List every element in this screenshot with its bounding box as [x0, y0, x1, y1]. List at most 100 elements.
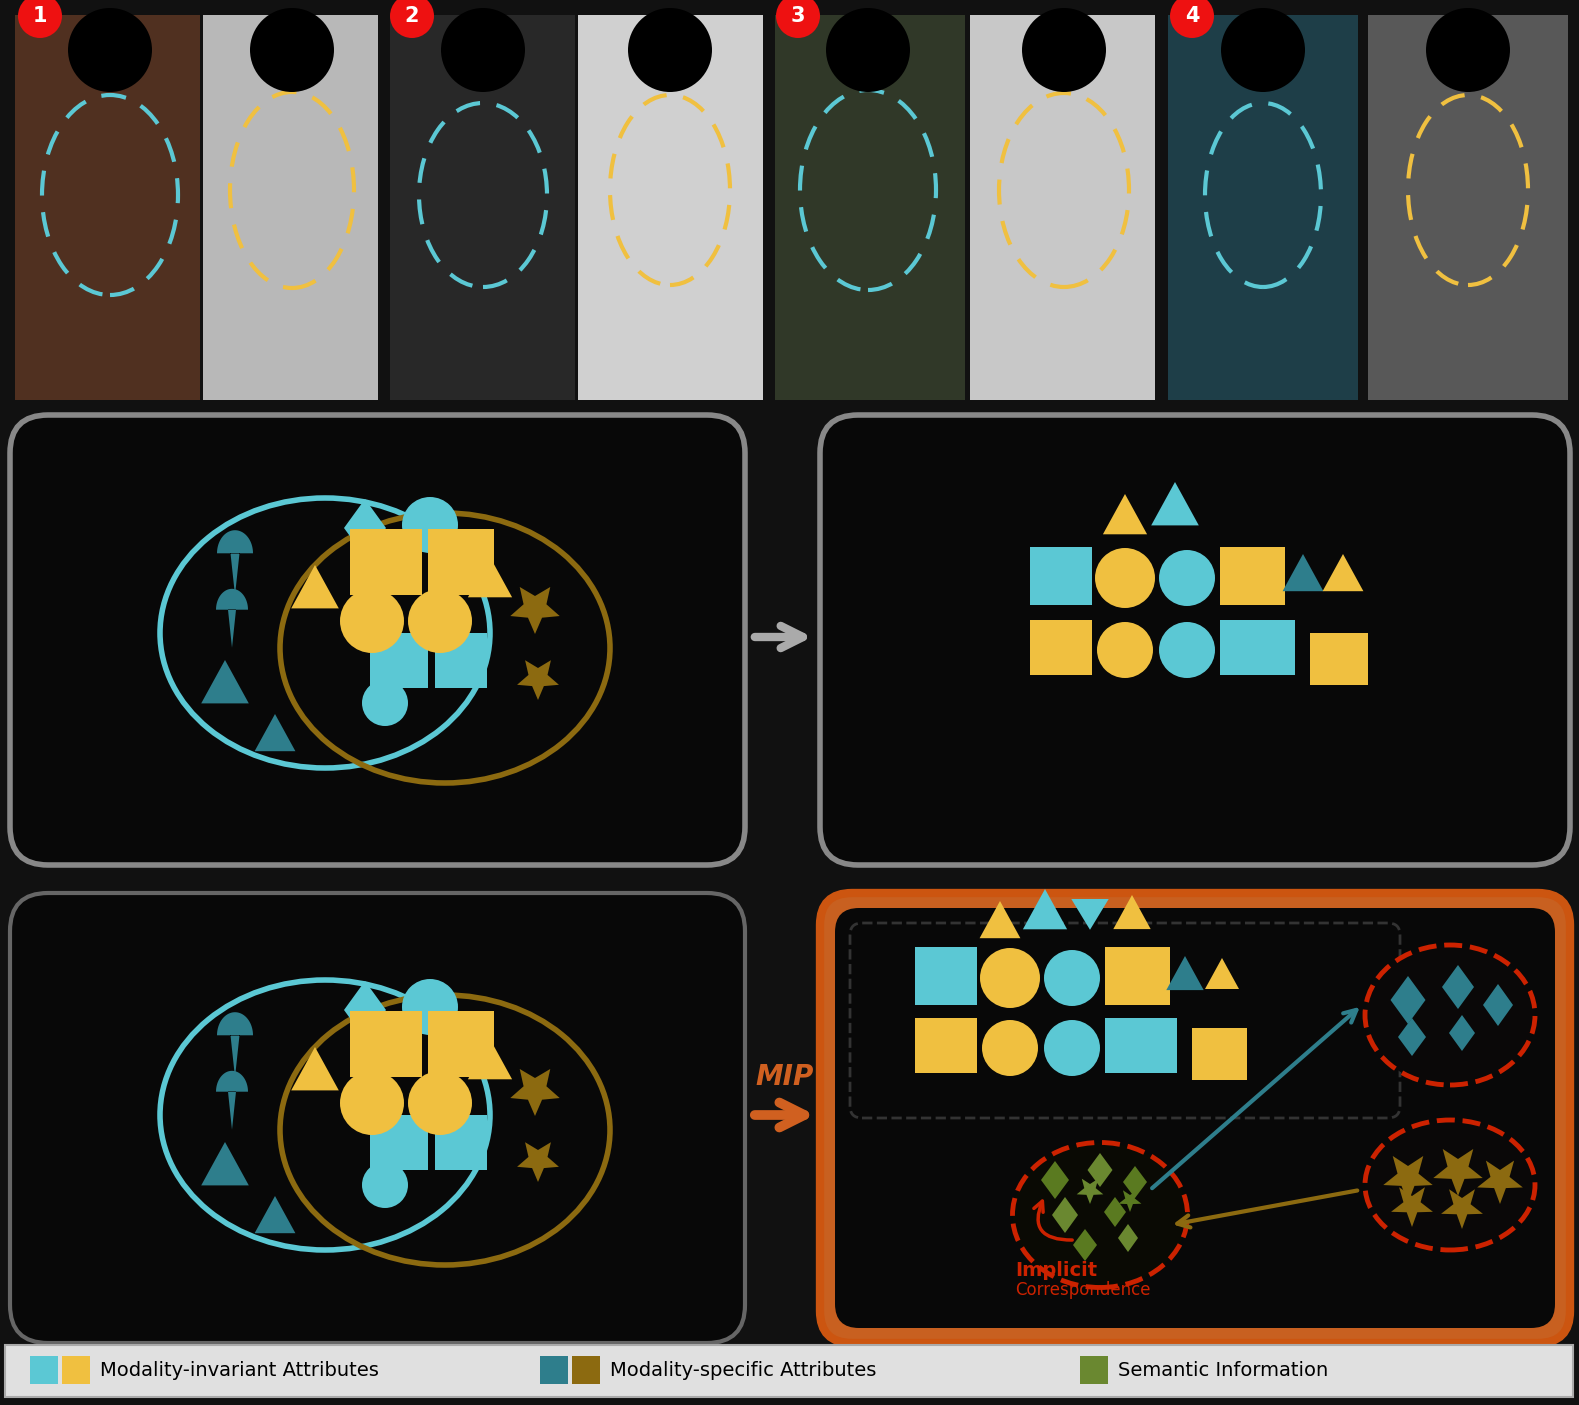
Polygon shape: [1442, 1189, 1483, 1229]
Polygon shape: [1041, 1161, 1069, 1198]
Bar: [351, 1012, 422, 1078]
Polygon shape: [344, 981, 385, 1040]
Circle shape: [339, 1071, 404, 1135]
Polygon shape: [1102, 495, 1146, 534]
FancyBboxPatch shape: [9, 894, 745, 1343]
Circle shape: [628, 8, 712, 91]
Circle shape: [407, 1071, 472, 1135]
Polygon shape: [1391, 1187, 1432, 1227]
Circle shape: [390, 0, 434, 38]
Circle shape: [441, 8, 524, 91]
Text: 3: 3: [791, 6, 805, 27]
Bar: [1080, 1356, 1108, 1384]
Bar: [1192, 1028, 1247, 1080]
Bar: [5, 1345, 1573, 1397]
Polygon shape: [1088, 1154, 1113, 1187]
Circle shape: [407, 589, 472, 653]
Polygon shape: [1104, 1197, 1126, 1227]
Polygon shape: [979, 901, 1020, 939]
Circle shape: [339, 589, 404, 653]
Bar: [1030, 620, 1093, 674]
Text: 1: 1: [33, 6, 47, 27]
Polygon shape: [216, 1012, 253, 1078]
Bar: [540, 1356, 568, 1384]
Bar: [1030, 547, 1093, 606]
Circle shape: [403, 979, 458, 1035]
Bar: [572, 1356, 600, 1384]
Polygon shape: [1282, 554, 1323, 592]
Circle shape: [362, 680, 407, 726]
FancyBboxPatch shape: [820, 414, 1570, 865]
Polygon shape: [1450, 1014, 1475, 1051]
Polygon shape: [344, 499, 385, 556]
Polygon shape: [1071, 899, 1108, 930]
Bar: [428, 530, 494, 594]
Circle shape: [362, 1162, 407, 1208]
FancyBboxPatch shape: [835, 908, 1555, 1328]
Bar: [1168, 15, 1358, 400]
Ellipse shape: [1364, 1120, 1535, 1250]
Circle shape: [1094, 548, 1154, 608]
Circle shape: [17, 0, 62, 38]
Polygon shape: [467, 556, 512, 597]
Bar: [434, 1116, 486, 1170]
Bar: [1367, 15, 1568, 400]
Circle shape: [1170, 0, 1214, 38]
Polygon shape: [1323, 554, 1363, 592]
Polygon shape: [201, 660, 249, 704]
FancyBboxPatch shape: [820, 894, 1570, 1343]
Circle shape: [775, 0, 820, 38]
FancyBboxPatch shape: [9, 414, 745, 865]
Polygon shape: [1113, 895, 1151, 929]
Polygon shape: [1118, 1190, 1142, 1213]
Bar: [1105, 947, 1170, 1005]
Polygon shape: [1023, 889, 1067, 929]
Circle shape: [1159, 622, 1214, 679]
Circle shape: [1044, 1020, 1101, 1076]
Text: Implicit: Implicit: [1015, 1260, 1097, 1280]
Circle shape: [982, 1020, 1037, 1076]
Polygon shape: [1074, 1229, 1097, 1262]
Bar: [434, 634, 486, 688]
Bar: [914, 947, 977, 1005]
Polygon shape: [1151, 482, 1198, 525]
Polygon shape: [254, 1196, 295, 1234]
Polygon shape: [1123, 1166, 1146, 1198]
Circle shape: [1221, 8, 1304, 91]
Polygon shape: [1205, 958, 1240, 989]
Bar: [775, 15, 965, 400]
Circle shape: [1022, 8, 1105, 91]
Text: visible: visible: [215, 1345, 322, 1373]
Bar: [1311, 634, 1367, 686]
Bar: [62, 1356, 90, 1384]
Polygon shape: [1478, 1161, 1522, 1204]
Text: 2: 2: [404, 6, 420, 27]
Circle shape: [249, 8, 335, 91]
Text: Correspondence: Correspondence: [1015, 1281, 1151, 1300]
Text: Modality-specific Attributes: Modality-specific Attributes: [609, 1360, 876, 1380]
Bar: [351, 530, 422, 594]
Bar: [369, 1116, 428, 1170]
Polygon shape: [1442, 965, 1475, 1009]
Polygon shape: [291, 1047, 339, 1090]
Polygon shape: [516, 660, 559, 700]
Polygon shape: [216, 530, 253, 596]
Circle shape: [1426, 8, 1510, 91]
Bar: [30, 1356, 58, 1384]
Circle shape: [68, 8, 152, 91]
Polygon shape: [510, 587, 559, 634]
Polygon shape: [291, 565, 339, 608]
Circle shape: [1159, 549, 1214, 606]
Bar: [578, 15, 763, 400]
Ellipse shape: [1012, 1142, 1187, 1287]
Bar: [1221, 547, 1285, 606]
Text: MIP: MIP: [756, 1064, 815, 1092]
Text: Semantic Information: Semantic Information: [1118, 1360, 1328, 1380]
Polygon shape: [1397, 1019, 1426, 1057]
Polygon shape: [216, 1071, 248, 1130]
Polygon shape: [1167, 955, 1203, 991]
Polygon shape: [1483, 983, 1513, 1026]
Text: infrared: infrared: [412, 1345, 545, 1373]
Circle shape: [1097, 622, 1153, 679]
Bar: [970, 15, 1154, 400]
